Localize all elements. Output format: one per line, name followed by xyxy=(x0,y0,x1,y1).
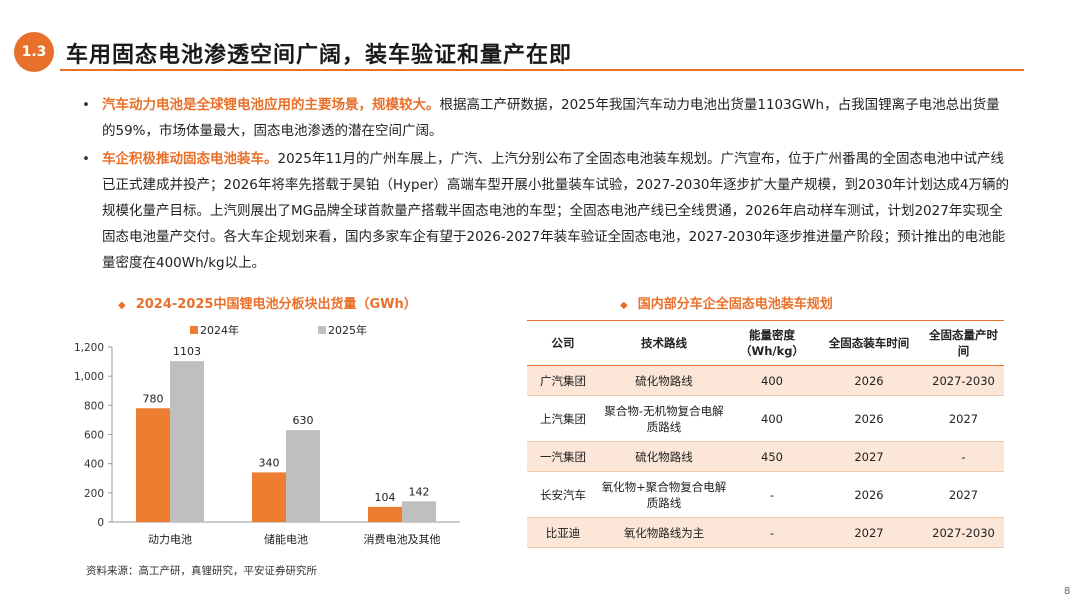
col-header-density: 能量密度（Wh/kg） xyxy=(729,320,815,366)
bullet-highlight: 车企积极推动固态电池装车。 xyxy=(102,151,278,167)
page-number: 8 xyxy=(1064,586,1071,597)
table-header-row: 公司 技术路线 能量密度（Wh/kg） 全固态装车时间 全固态量产时间 xyxy=(527,320,1004,366)
plan-table-wrapper: 公司 技术路线 能量密度（Wh/kg） 全固态装车时间 全固态量产时间 广汽集团… xyxy=(527,320,1004,548)
cell-company: 一汽集团 xyxy=(527,441,599,472)
chart-section-title-text: 2024-2025中国锂电池分板块出货量（GWh） xyxy=(135,297,417,312)
bar-value-label: 1103 xyxy=(173,345,201,358)
cell-mass-prod-time: - xyxy=(923,441,1004,472)
table-section-title-text: 国内部分车企全固态电池装车规划 xyxy=(637,297,833,312)
cell-company: 长安汽车 xyxy=(527,471,599,518)
col-header-mass-prod-time: 全固态量产时间 xyxy=(923,320,1004,366)
bar-value-label: 142 xyxy=(409,485,430,498)
cell-install-time: 2026 xyxy=(815,395,923,442)
bullet-highlight: 汽车动力电池是全球锂电池应用的主要场景，规模较大。 xyxy=(102,97,440,113)
y-tick-label: 1,000 xyxy=(74,371,104,383)
cell-mass-prod-time: 2027-2030 xyxy=(923,517,1004,548)
col-header-company: 公司 xyxy=(527,320,599,366)
cell-density: 450 xyxy=(729,441,815,472)
bar-2025年 xyxy=(402,501,436,522)
shipment-bar-chart: 0 200 400 600 800 1,000 1,200 780 1103 动力电池 340 630… xyxy=(74,323,460,546)
col-header-install-time: 全固态装车时间 xyxy=(815,320,923,366)
diamond-icon: ◆ xyxy=(620,300,628,311)
bullet-text: 根据高工产研数据，2025年我国汽车动力电池出货量1103GWh，占我国锂离子电… xyxy=(102,97,1000,139)
bar-2024年 xyxy=(368,506,402,522)
bullet-dot-icon: • xyxy=(82,151,90,167)
cell-route: 聚合物-无机物复合电解质路线 xyxy=(599,395,729,442)
bullet-item: • 车企积极推动固态电池装车。2025年11月的广州车展上，广汽、上汽分别公布了… xyxy=(82,146,1012,276)
bullet-dot-icon: • xyxy=(82,97,90,113)
bar-2025年 xyxy=(170,361,204,522)
table-row: 一汽集团 硫化物路线 450 2027 - xyxy=(527,441,1004,472)
bar-value-label: 104 xyxy=(375,491,396,504)
bar-2024年 xyxy=(252,472,286,522)
section-badge: 1.3 xyxy=(14,32,54,72)
y-tick-label: 800 xyxy=(84,400,104,412)
legend-label: 2025年 xyxy=(328,323,367,337)
source-note: 资料来源：高工产研，真锂研究，平安证券研究所 xyxy=(86,565,317,577)
cell-route: 硫化物路线 xyxy=(599,365,729,396)
table-row: 比亚迪 氧化物路线为主 - 2027 2027-2030 xyxy=(527,517,1004,548)
cell-density: 400 xyxy=(729,365,815,396)
cell-route: 氧化物路线为主 xyxy=(599,517,729,548)
table-row: 长安汽车 氧化物+聚合物复合电解质路线 - 2026 2027 xyxy=(527,471,1004,518)
bar-2025年 xyxy=(286,430,320,522)
y-tick-label: 400 xyxy=(84,459,104,471)
bullet-item: • 汽车动力电池是全球锂电池应用的主要场景，规模较大。根据高工产研数据，2025… xyxy=(82,92,1012,144)
legend-label: 2024年 xyxy=(200,323,239,337)
table-row: 上汽集团 聚合物-无机物复合电解质路线 400 2026 2027 xyxy=(527,395,1004,442)
cell-install-time: 2027 xyxy=(815,441,923,472)
y-tick-label: 600 xyxy=(84,430,104,442)
cell-density: 400 xyxy=(729,395,815,442)
x-category-label: 消费电池及其他 xyxy=(364,532,441,546)
bar-value-label: 780 xyxy=(143,392,164,405)
bar-2024年 xyxy=(136,408,170,522)
slide-header: 1.3 车用固态电池渗透空间广阔，装车验证和量产在即 xyxy=(14,32,1024,72)
title-underline xyxy=(60,69,1024,71)
cell-company: 广汽集团 xyxy=(527,365,599,396)
legend-swatch xyxy=(190,326,198,334)
cell-company: 上汽集团 xyxy=(527,395,599,442)
plan-table: 公司 技术路线 能量密度（Wh/kg） 全固态装车时间 全固态量产时间 广汽集团… xyxy=(527,320,1004,548)
cell-install-time: 2026 xyxy=(815,471,923,518)
y-tick-label: 1,200 xyxy=(74,342,104,354)
y-tick-label: 200 xyxy=(84,488,104,500)
cell-mass-prod-time: 2027 xyxy=(923,471,1004,518)
legend-swatch xyxy=(318,326,326,334)
y-tick-label: 0 xyxy=(97,517,104,529)
bar-value-label: 630 xyxy=(293,414,314,427)
x-category-label: 储能电池 xyxy=(264,532,308,546)
cell-mass-prod-time: 2027-2030 xyxy=(923,365,1004,396)
cell-density: - xyxy=(729,517,815,548)
cell-mass-prod-time: 2027 xyxy=(923,395,1004,442)
cell-route: 硫化物路线 xyxy=(599,441,729,472)
cell-install-time: 2027 xyxy=(815,517,923,548)
cell-install-time: 2026 xyxy=(815,365,923,396)
bullet-text: 2025年11月的广州车展上，广汽、上汽分别公布了全固态电池装车规划。广汽宣布，… xyxy=(102,151,1009,271)
cell-density: - xyxy=(729,471,815,518)
slide-title: 车用固态电池渗透空间广阔，装车验证和量产在即 xyxy=(66,43,573,68)
chart-section-title: ◆ 2024-2025中国锂电池分板块出货量（GWh） xyxy=(118,293,417,312)
cell-company: 比亚迪 xyxy=(527,517,599,548)
x-category-label: 动力电池 xyxy=(148,533,192,546)
table-section-title: ◆ 国内部分车企全固态电池装车规划 xyxy=(620,293,833,312)
diamond-icon: ◆ xyxy=(118,300,126,311)
table-row: 广汽集团 硫化物路线 400 2026 2027-2030 xyxy=(527,365,1004,396)
bullet-list: • 汽车动力电池是全球锂电池应用的主要场景，规模较大。根据高工产研数据，2025… xyxy=(82,92,1012,278)
cell-route: 氧化物+聚合物复合电解质路线 xyxy=(599,471,729,518)
col-header-route: 技术路线 xyxy=(599,320,729,366)
bar-value-label: 340 xyxy=(259,456,280,469)
